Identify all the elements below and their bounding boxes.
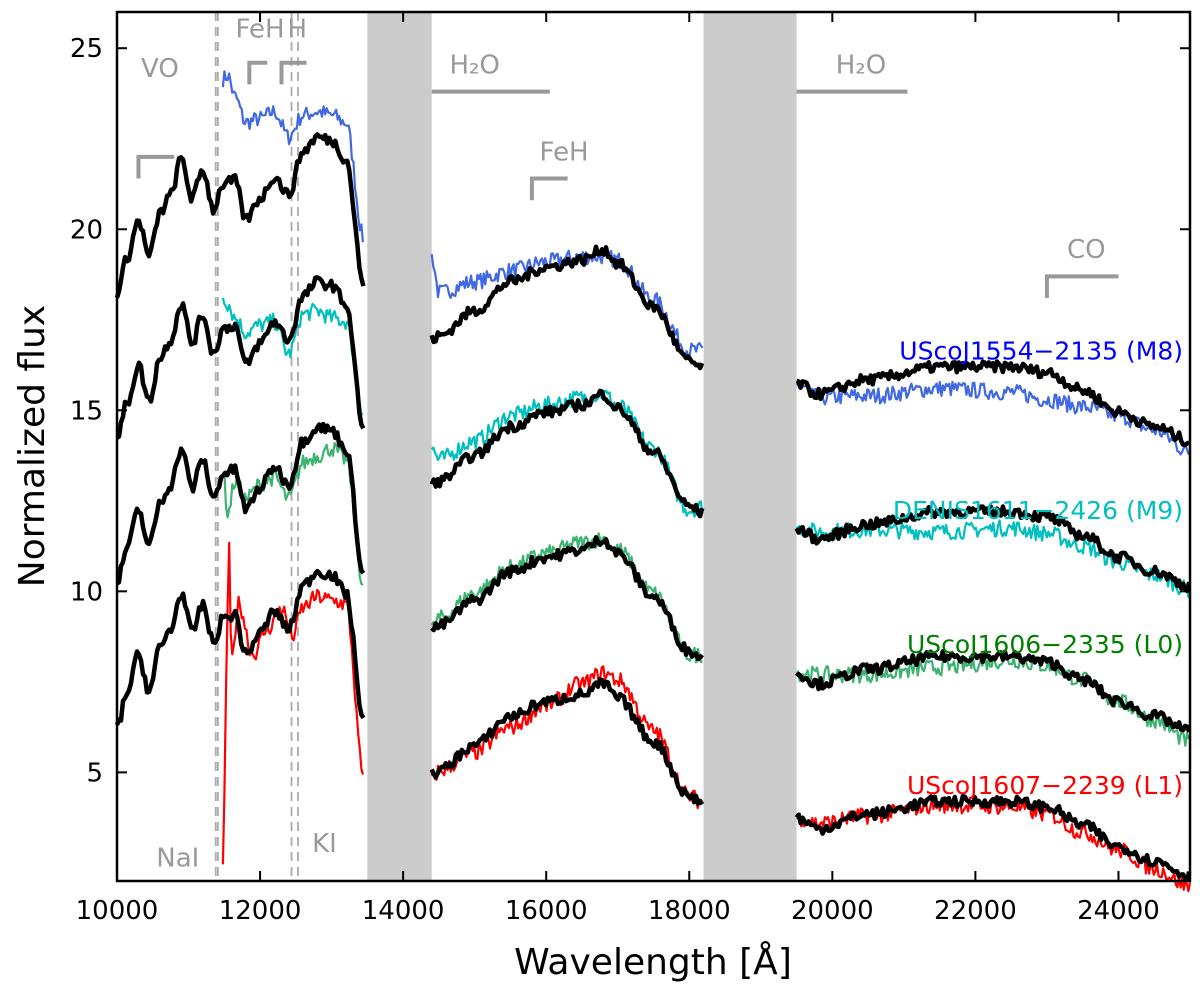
feature-bar-feh-2 (247, 60, 268, 85)
series-2-segment-3 (795, 519, 1192, 599)
template-spectrum-2-segment-1 (115, 275, 366, 440)
template-spectrum-1-segment-1 (114, 132, 366, 299)
x-tick-label-6: 20000 (791, 896, 874, 926)
y-tick-label-1: 5 (86, 758, 103, 788)
series-1-segment-1 (221, 70, 364, 243)
template-spectrum-1-segment-2 (429, 244, 705, 371)
template-spectrum-4-segment-3 (794, 793, 1192, 883)
y-tick-label-2: 10 (70, 577, 103, 607)
feature-label-h-3: H (287, 14, 307, 44)
x-tick-label-7: 22000 (934, 896, 1017, 926)
x-tick-label-1: 10000 (76, 896, 159, 926)
y-tick-label-3: 15 (70, 396, 103, 426)
series-4-segment-1 (221, 541, 364, 865)
legend-label-1: UScoJ1554−2135 (M8) (899, 337, 1183, 366)
legend-label-3: UScoJ1606−2335 (L0) (907, 630, 1183, 659)
feature-label-ho-4: H₂O (449, 51, 499, 81)
template-spectrum-3-segment-2 (430, 535, 704, 662)
feature-label-ho-6: H₂O (836, 51, 886, 81)
shaded-region-2 (703, 12, 797, 881)
x-tick-label-4: 16000 (505, 896, 588, 926)
y-axis-label: Normalized flux (12, 305, 53, 587)
feature-bar-h-3 (279, 60, 307, 85)
x-tick-label-8: 24000 (1077, 896, 1160, 926)
series-1-segment-2 (430, 248, 704, 359)
feature-label-vo-1: VO (141, 54, 179, 84)
series-2-segment-1 (221, 297, 364, 416)
template-spectrum-2-segment-2 (429, 388, 705, 519)
template-spectrum-4-segment-1 (114, 568, 366, 726)
feature-label-feh-5: FeH (540, 137, 589, 167)
feature-label-co-7: CO (1067, 235, 1106, 265)
series-4-segment-3 (796, 796, 1192, 893)
feature-label-ki-9: KI (312, 829, 337, 859)
feature-label-nai-8: NaI (156, 844, 199, 874)
y-tick-label-4: 20 (70, 215, 103, 245)
template-spectrum-1-segment-3 (795, 359, 1191, 448)
y-axis-ticks: 5 10 15 20 25 (70, 34, 1190, 788)
legend-label-4: UScoJ1607−2239 (L1) (907, 771, 1183, 800)
feature-bar-feh-5 (529, 176, 568, 201)
feature-bar-co-7 (1044, 274, 1119, 299)
template-spectrum-3-segment-1 (115, 421, 366, 586)
legend: UScoJ1554−2135 (M8) DENIS1611−2426 (M9) US… (893, 337, 1183, 800)
series-4-segment-2 (430, 665, 703, 810)
spectra-series (114, 70, 1192, 893)
plot-frame (115, 10, 1192, 883)
x-tick-label-2: 12000 (219, 896, 302, 926)
y-tick-label-5: 25 (70, 34, 103, 64)
legend-label-2: DENIS1611−2426 (M9) (893, 496, 1183, 525)
shaded-regions (367, 12, 797, 881)
x-axis-label: Wavelength [Å] (514, 940, 792, 983)
shaded-region-1 (367, 12, 432, 881)
x-axis-ticks: 10000 12000 14000 16000 18000 20000 22000 24000 (76, 12, 1160, 926)
template-spectrum-4-segment-2 (429, 677, 705, 806)
series-3-segment-1 (222, 442, 364, 586)
dashed-line-markers (214, 12, 299, 881)
template-spectrum-3-segment-3 (795, 649, 1192, 733)
template-spectrum-2-segment-3 (794, 504, 1192, 594)
x-tick-label-5: 18000 (648, 896, 731, 926)
x-tick-label-3: 14000 (362, 896, 445, 926)
feature-bar-vo-1 (136, 154, 175, 179)
